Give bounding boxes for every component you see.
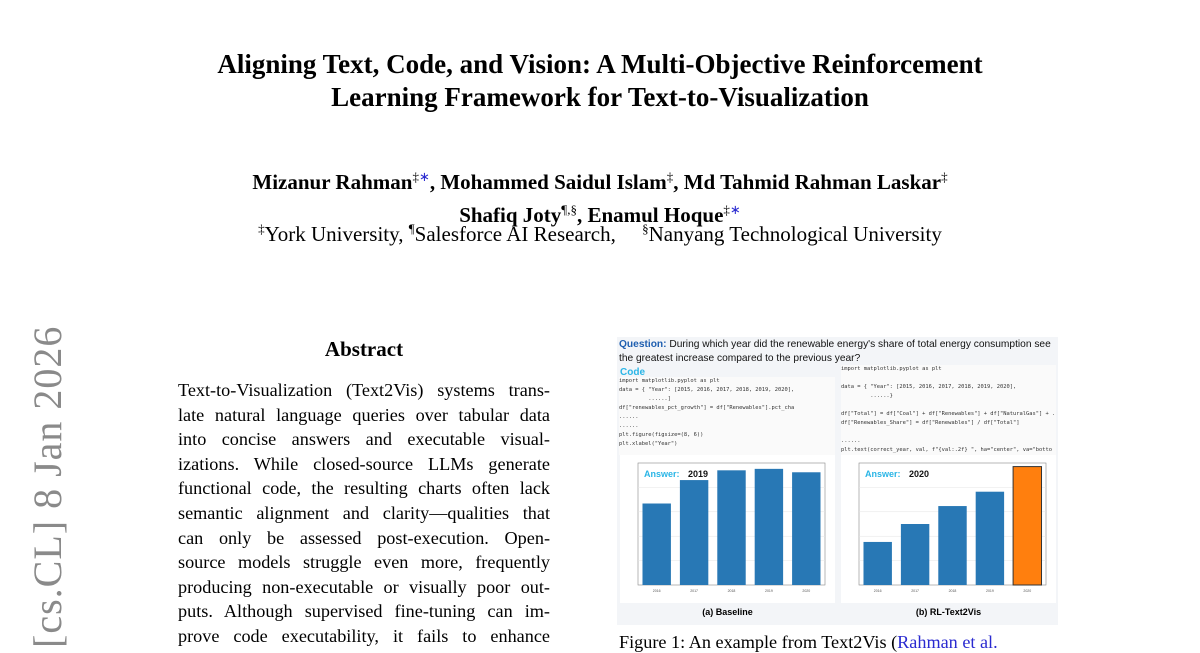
chart-rl-svg: 2016 2017 2018 2019 2020 Answer: 2020 (858, 462, 1047, 593)
author-mark: ‡ (412, 169, 419, 184)
authors-line-2: Shafiq Joty¶,§, Enamul Hoque‡∗ (459, 202, 741, 227)
corresponding-mark: ∗ (729, 202, 741, 217)
author-name: Mizanur Rahman (252, 170, 413, 194)
code-right: import matplotlib.pyplot as plt data = {… (841, 365, 1056, 455)
chart-baseline: 2016 2017 2018 2019 2020 Answer: 2019 (620, 455, 835, 603)
abstract-line: into concise answers and executable visu… (178, 429, 550, 450)
bar (642, 503, 671, 585)
x-tick-label: 2017 (911, 589, 919, 593)
abstract-line: puts. Although supervised fine-tuning ca… (178, 601, 550, 622)
citation-link[interactable]: Rahman et al. (897, 632, 998, 652)
author-mark: ¶,§ (561, 202, 577, 217)
caption-text: Figure 1: An example from Text2Vis ( (619, 632, 898, 652)
affiliation-mark: ¶ (408, 221, 415, 236)
chart-baseline-svg: 2016 2017 2018 2019 2020 Answer: 2019 (637, 462, 826, 593)
x-tick-label: 2018 (728, 589, 736, 593)
chart-rl: 2016 2017 2018 2019 2020 Answer: 2020 (841, 455, 1056, 603)
code-label: Code (620, 367, 645, 378)
paper-title: Aligning Text, Code, and Vision: A Multi… (0, 48, 1200, 114)
answer-label: Answer: (865, 469, 901, 479)
arxiv-stamp: [cs.CL] 8 Jan 2026 (25, 325, 70, 648)
abstract-line: functional code, the resulting charts of… (178, 478, 550, 499)
question-text: During which year did the renewable ener… (619, 339, 1051, 364)
abstract-line: source models struggle even more, freque… (178, 552, 550, 573)
abstract-line: prove code executability, it fails to en… (178, 625, 550, 646)
x-tick-label: 2019 (986, 589, 994, 593)
author-name: Shafiq Joty (459, 203, 562, 227)
author-list: Mizanur Rahman‡∗, Mohammed Saidul Islam‡… (0, 163, 1200, 229)
bar (679, 480, 709, 585)
affiliation: Nanyang Technological University (648, 222, 942, 246)
bar (863, 541, 892, 585)
author-name: Mohammed Saidul Islam (440, 170, 667, 194)
bar (938, 506, 967, 585)
abstract-line: late natural language queries over tabul… (178, 404, 550, 425)
abstract-heading: Abstract (324, 337, 404, 361)
x-tick-label: 2016 (874, 589, 882, 593)
x-tick-label: 2017 (690, 589, 698, 593)
abstract-body: Text-to-Visualization (Text2Vis) systems… (178, 378, 550, 649)
answer-value: 2020 (909, 469, 929, 479)
x-tick-label: 2019 (765, 589, 773, 593)
bar (1012, 466, 1043, 586)
figure-question: Question: During which year did the rene… (619, 338, 1058, 366)
author-mark: ‡ (941, 169, 948, 184)
bar (792, 472, 821, 585)
corresponding-mark: ∗ (418, 169, 430, 184)
author-mark: ‡ (723, 202, 730, 217)
answer-label: Answer: (644, 469, 680, 479)
title-line-2: Learning Framework for Text-to-Visualiza… (331, 82, 869, 112)
affiliations: ‡York University, ¶Salesforce AI Researc… (0, 221, 1200, 247)
subcaption-b: (b) RL-Text2Vis (915, 607, 982, 617)
bar (717, 470, 746, 585)
author-mark: ‡ (666, 169, 674, 184)
x-tick-label: 2020 (802, 589, 810, 593)
abstract-line: semantic alignment and clarity—qualities… (178, 502, 550, 523)
bar (754, 468, 784, 585)
affiliation-mark: § (642, 221, 649, 236)
x-tick-label: 2020 (1023, 589, 1031, 593)
bar (900, 524, 930, 585)
author-name: Enamul Hoque (587, 203, 724, 227)
abstract-line: Text-to-Visualization (Text2Vis) systems… (178, 380, 550, 400)
title-line-1: Aligning Text, Code, and Vision: A Multi… (217, 49, 983, 79)
figure-1: Question: During which year did the rene… (617, 337, 1058, 625)
affiliation: York University, (264, 222, 404, 246)
author-name: Md Tahmid Rahman Laskar (683, 170, 942, 194)
x-tick-label: 2018 (949, 589, 957, 593)
answer-value: 2019 (688, 469, 708, 479)
affiliation-mark: ‡ (258, 221, 265, 236)
authors-line-1: Mizanur Rahman‡∗, Mohammed Saidul Islam‡… (252, 169, 948, 194)
question-label: Question: (619, 339, 667, 350)
figure-caption: Figure 1: An example from Text2Vis (Rahm… (619, 632, 998, 653)
abstract-line: can only be assessed post-execution. Ope… (178, 527, 550, 548)
bar (975, 491, 1005, 585)
abstract-line: producing non-executable or visually poo… (178, 576, 550, 597)
subcaption-a: (a) Baseline (702, 607, 753, 617)
x-tick-label: 2016 (653, 589, 661, 593)
code-left: import matplotlib.pyplot as plt data = {… (619, 377, 835, 455)
abstract-line: izations. While closed-source LLMs gener… (178, 453, 550, 474)
affiliation: Salesforce AI Research, (414, 222, 616, 246)
